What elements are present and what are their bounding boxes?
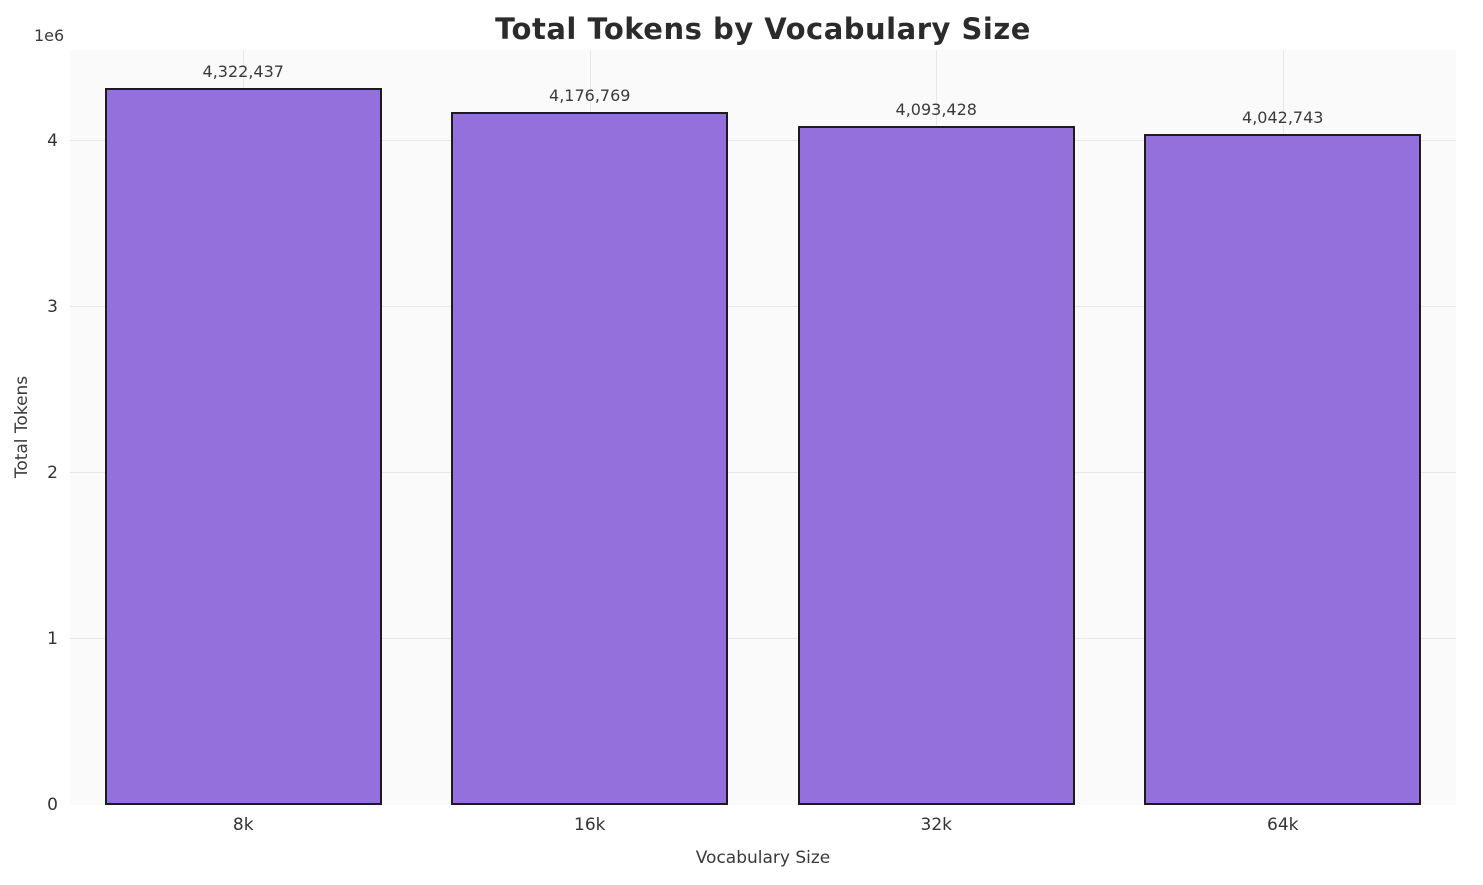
plot-area: 0 1 2 3 4 4,322,437 4,176,769 4,093,428 4,042,74… bbox=[47, 50, 1456, 815]
bar-value-label: 4,042,743 bbox=[1242, 108, 1324, 128]
gridline-horizontal bbox=[70, 638, 1456, 640]
y-tick-label: 4 bbox=[47, 131, 58, 152]
bar-64k bbox=[1144, 134, 1422, 805]
y-tick-label: 2 bbox=[47, 463, 58, 484]
x-tick-label: 32k bbox=[920, 815, 952, 835]
bar-16k bbox=[451, 111, 729, 805]
y-tick-label: 3 bbox=[47, 297, 58, 318]
y-axis-offset-label: 1e6 bbox=[34, 26, 65, 45]
x-axis-label: Vocabulary Size bbox=[695, 848, 831, 868]
x-axis-ticks: 8k 16k 32k 64k bbox=[70, 815, 1456, 841]
bar-value-label: 4,322,437 bbox=[202, 61, 284, 81]
gridline-horizontal bbox=[70, 472, 1456, 474]
bar-8k bbox=[104, 87, 382, 805]
gridline-horizontal bbox=[70, 306, 1456, 308]
bar-value-label: 4,093,428 bbox=[895, 99, 977, 119]
bar-value-label: 4,176,769 bbox=[549, 85, 631, 105]
x-tick-label: 8k bbox=[232, 815, 254, 835]
gridline-horizontal bbox=[70, 140, 1456, 142]
x-tick-label: 16k bbox=[574, 815, 606, 835]
y-tick-label: 0 bbox=[47, 795, 58, 815]
x-tick-label: 64k bbox=[1267, 815, 1299, 835]
chart-title: Total Tokens by Vocabulary Size bbox=[495, 12, 1031, 46]
bar-32k bbox=[797, 125, 1075, 805]
y-tick-label: 1 bbox=[47, 629, 58, 650]
y-axis-label: Total Tokens bbox=[12, 375, 32, 479]
